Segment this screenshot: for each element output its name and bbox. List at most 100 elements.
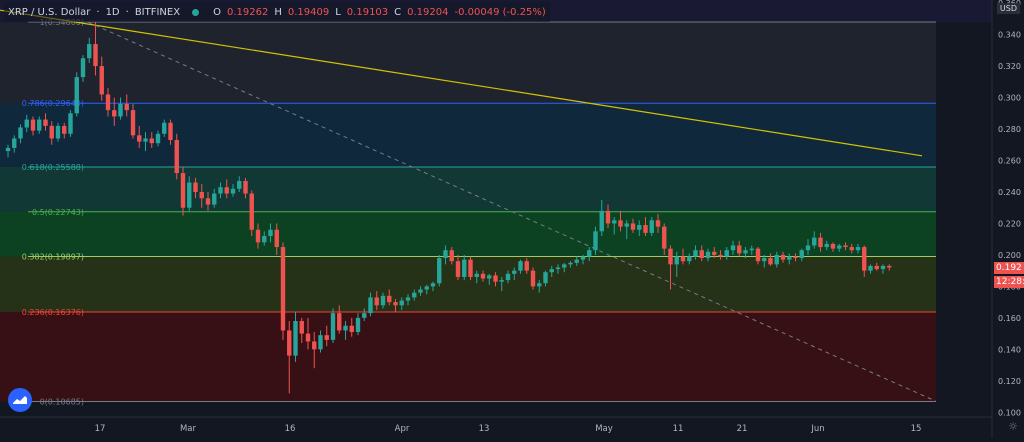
symbol-name[interactable]: XRP / U.S. Dollar [8, 6, 91, 18]
candle [743, 247, 748, 259]
price-tick-label: 0.240 [998, 188, 1021, 197]
candle [537, 280, 542, 293]
drawn-lines[interactable] [0, 9, 937, 402]
candle [812, 231, 817, 249]
candle-body [205, 198, 211, 205]
interval[interactable]: 1D [105, 6, 120, 18]
candle [793, 253, 798, 262]
candle-body [305, 333, 311, 342]
candle-body [199, 191, 204, 199]
currency-label[interactable]: USD [996, 3, 1020, 14]
candle-body [437, 258, 442, 284]
time-tick-label: Mar [180, 424, 197, 434]
candle-body [674, 256, 679, 265]
candle-body [355, 317, 361, 333]
candle [62, 122, 67, 139]
candle [730, 240, 736, 255]
candle [105, 88, 111, 117]
candle [162, 119, 167, 137]
candle-body [287, 330, 292, 356]
time-axis[interactable]: 17 Mar 16 Apr 13 May 11 21 Jun 15 [95, 424, 922, 434]
candle-body [168, 122, 173, 141]
candle-body [187, 182, 192, 208]
time-tick-label: 16 [285, 424, 296, 434]
gear-icon[interactable]: ☼ [1008, 420, 1018, 433]
candle [12, 135, 17, 153]
candle [99, 56, 104, 101]
candle [380, 292, 386, 309]
candle [387, 289, 392, 306]
candle-body [755, 248, 761, 262]
candle-body [743, 250, 748, 254]
price-tick-label: 0.200 [998, 251, 1021, 260]
candle [868, 264, 873, 274]
candle-body [799, 250, 804, 259]
candle-body [112, 110, 117, 117]
time-tick-label: Apr [395, 424, 410, 434]
candle [337, 305, 342, 334]
candle-body [805, 245, 811, 251]
candle-body [312, 341, 317, 350]
candle [749, 245, 754, 255]
candle [474, 270, 479, 284]
candle-body [618, 220, 623, 227]
candle-body [699, 250, 704, 259]
candle-body [99, 66, 104, 95]
candle [693, 245, 698, 260]
candle-body [249, 193, 254, 230]
candle [330, 308, 336, 344]
candle-body [587, 250, 592, 257]
dashed-projection-line[interactable] [87, 21, 937, 402]
price-tick-label: 0.280 [998, 125, 1021, 134]
candle [255, 223, 261, 249]
candle-body [405, 297, 411, 301]
candle-body [293, 321, 298, 356]
candle-body [655, 220, 661, 227]
candle-body [412, 292, 417, 298]
candle-body [87, 44, 92, 59]
candle-body [49, 125, 54, 139]
candle [374, 291, 379, 310]
candles [5, 22, 892, 394]
candle [780, 251, 786, 263]
candle [424, 284, 429, 295]
candle [362, 308, 367, 322]
candle-body [62, 125, 67, 134]
candle [274, 223, 279, 255]
candle-body [274, 229, 279, 248]
fib-band [0, 166, 936, 212]
candle-body [518, 261, 523, 271]
candle-body [505, 273, 511, 281]
candle-body [562, 264, 567, 268]
candle [155, 130, 161, 147]
candle [430, 281, 436, 292]
tradingview-logo-icon[interactable] [8, 388, 32, 412]
candle-body [812, 237, 817, 246]
time-tick-label: 21 [737, 424, 748, 434]
candle-body [837, 245, 842, 249]
candle [118, 97, 123, 120]
candle-body [599, 210, 604, 232]
candle-body [580, 256, 586, 260]
candle [343, 321, 348, 340]
candle-body [493, 275, 498, 282]
candle [843, 242, 848, 251]
candle [237, 176, 242, 192]
candle [93, 22, 98, 76]
candle [280, 242, 286, 340]
candle [530, 267, 536, 290]
candle [5, 144, 11, 158]
candle-body [787, 256, 792, 260]
candle [599, 199, 604, 237]
candle-body [793, 256, 798, 259]
candle [880, 264, 886, 274]
candle [849, 243, 854, 254]
candle [168, 119, 173, 145]
candle [524, 258, 529, 274]
candle-body [130, 110, 136, 136]
candle-body [180, 173, 186, 208]
candle-body [43, 119, 48, 126]
candle-body [362, 313, 367, 318]
trendline[interactable] [0, 9, 923, 157]
